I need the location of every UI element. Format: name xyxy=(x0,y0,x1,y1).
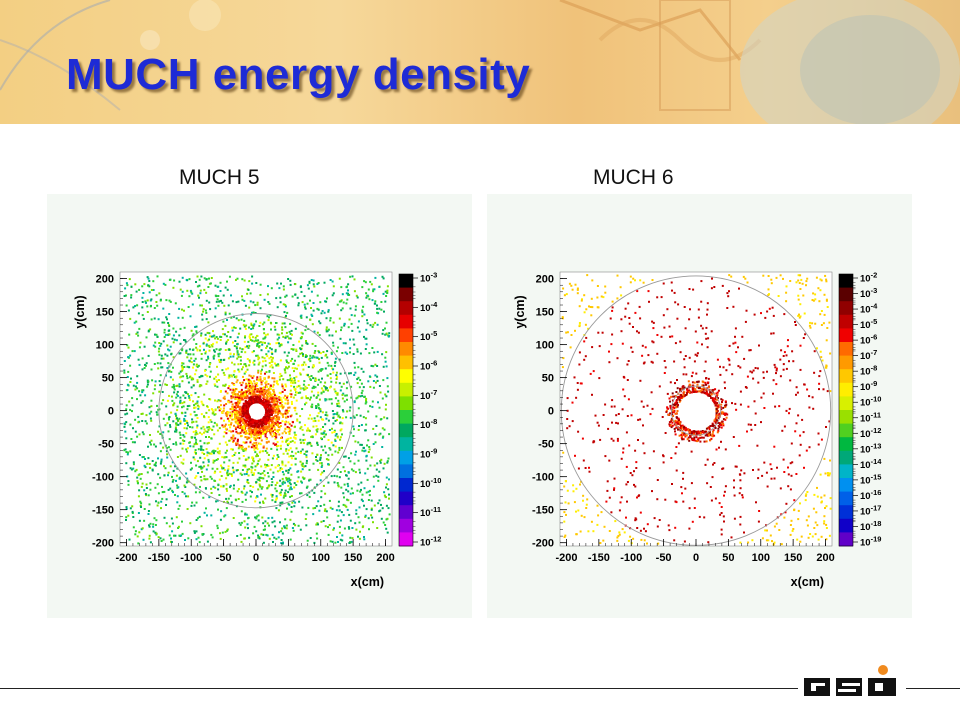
x-tick-label: 50 xyxy=(282,552,294,564)
y-tick-label: -50 xyxy=(538,439,554,451)
y-tick-label: -200 xyxy=(92,538,114,550)
colorbar-tick-label: 10-12 xyxy=(420,535,441,549)
x-tick-label: 0 xyxy=(253,552,259,564)
x-tick-label: 50 xyxy=(722,552,734,564)
acceptance-circle xyxy=(158,313,354,509)
y-tick-label: 50 xyxy=(102,373,114,385)
title-banner xyxy=(0,0,960,124)
x-tick-label: 150 xyxy=(784,552,802,564)
colorbar-tick-label: 10-7 xyxy=(420,388,437,402)
banner-decoration xyxy=(0,0,960,124)
y-tick-label: 200 xyxy=(536,274,554,286)
y-tick-label: 100 xyxy=(96,340,114,352)
colorbar-tick-label: 10-13 xyxy=(860,441,881,455)
colorbar-tick-label: 10-5 xyxy=(420,329,437,343)
beam-pipe-hole xyxy=(248,403,264,418)
y-tick-label: -100 xyxy=(92,472,114,484)
beam-pipe-hole xyxy=(678,393,714,429)
y-tick-label: -200 xyxy=(532,538,554,550)
y-tick-label: 0 xyxy=(108,406,114,418)
x-tick-label: 100 xyxy=(752,552,770,564)
x-tick-label: -50 xyxy=(216,552,232,564)
y-tick-label: -150 xyxy=(532,505,554,517)
x-tick-label: 0 xyxy=(693,552,699,564)
colorbar-tick-label: 10-19 xyxy=(860,535,881,549)
y-tick-label: 100 xyxy=(536,340,554,352)
color-scale-bar: 10-210-310-410-510-610-710-810-910-1010-… xyxy=(838,271,882,549)
x-tick-label: -200 xyxy=(555,552,577,564)
x-tick-label: -150 xyxy=(148,552,170,564)
x-tick-label: -200 xyxy=(115,552,137,564)
y-tick-label: -50 xyxy=(98,439,114,451)
footer-rule xyxy=(0,688,960,689)
colorbar-tick-label: 10-12 xyxy=(860,426,881,440)
energy-density-map-much5: -200 -150 -100 -50 0 50 100 150 200 200 150 100 50 0 -… xyxy=(47,194,472,618)
x-tick-label: -100 xyxy=(620,552,642,564)
colorbar-tick-label: 10-9 xyxy=(420,447,437,461)
colorbar-tick-label: 10-10 xyxy=(420,476,441,490)
colorbar-tick-label: 10-18 xyxy=(860,519,881,533)
x-tick-label: -50 xyxy=(656,552,672,564)
gsi-logo xyxy=(798,664,906,704)
y-tick-label: 200 xyxy=(96,274,114,286)
x-tick-label: 200 xyxy=(816,552,834,564)
y-tick-label: 50 xyxy=(542,373,554,385)
colorbar-tick-label: 10-17 xyxy=(860,503,881,517)
y-axis-label: y(cm) xyxy=(513,295,527,328)
energy-density-map-much6: -200 -150 -100 -50 0 50 100 150 200 200 150 100 50 0 -… xyxy=(487,194,912,618)
x-axis-label: x(cm) xyxy=(791,575,824,589)
x-tick-label: 150 xyxy=(344,552,362,564)
y-tick-label: 150 xyxy=(96,307,114,319)
x-tick-label: -100 xyxy=(180,552,202,564)
colorbar-tick-label: 10-14 xyxy=(860,457,882,471)
colorbar-tick-label: 10-11 xyxy=(860,410,881,424)
colorbar-tick-label: 10-6 xyxy=(420,359,437,373)
panel-title-much5: MUCH 5 xyxy=(179,166,260,189)
slide-title: MUCH energy density xyxy=(66,50,531,99)
colorbar-tick-label: 10-8 xyxy=(860,364,877,378)
y-tick-label: 150 xyxy=(536,307,554,319)
colorbar-tick-label: 10-2 xyxy=(860,271,877,285)
colorbar-tick-label: 10-3 xyxy=(420,271,437,285)
colorbar-tick-label: 10-15 xyxy=(860,472,881,486)
colorbar-tick-label: 10-5 xyxy=(860,317,877,331)
axes: -200 -150 -100 -50 0 50 100 150 200 200 150 100 50 0 -… xyxy=(532,274,835,564)
x-tick-label: -150 xyxy=(588,552,610,564)
colorbar-tick-label: 10-3 xyxy=(860,286,877,300)
colorbar-tick-label: 10-4 xyxy=(860,302,878,316)
colorbar-tick-label: 10-4 xyxy=(420,300,438,314)
y-axis-label: y(cm) xyxy=(73,295,87,328)
y-tick-label: -150 xyxy=(92,505,114,517)
axes: -200 -150 -100 -50 0 50 100 150 200 200 150 100 50 0 -… xyxy=(92,274,395,564)
colorbar-tick-label: 10-8 xyxy=(420,417,437,431)
colorbar-tick-label: 10-7 xyxy=(860,348,877,362)
colorbar-tick-label: 10-10 xyxy=(860,395,881,409)
x-axis-label: x(cm) xyxy=(351,575,384,589)
colorbar-tick-label: 10-11 xyxy=(420,505,441,519)
hit-scatter xyxy=(123,275,391,545)
inner-acceptance-circle xyxy=(670,385,722,436)
colorbar-tick-label: 10-9 xyxy=(860,379,877,393)
colorbar-tick-label: 10-16 xyxy=(860,488,881,502)
y-tick-label: -100 xyxy=(532,472,554,484)
panel-title-much6: MUCH 6 xyxy=(593,166,674,189)
color-scale-bar: 10-3 10-4 10-5 10-6 10-7 10-8 10-9 10-10 10-11 10… xyxy=(398,271,441,549)
colorbar-tick-label: 10-6 xyxy=(860,333,877,347)
x-tick-label: 100 xyxy=(312,552,330,564)
x-tick-label: 200 xyxy=(376,552,394,564)
y-tick-label: 0 xyxy=(548,406,554,418)
